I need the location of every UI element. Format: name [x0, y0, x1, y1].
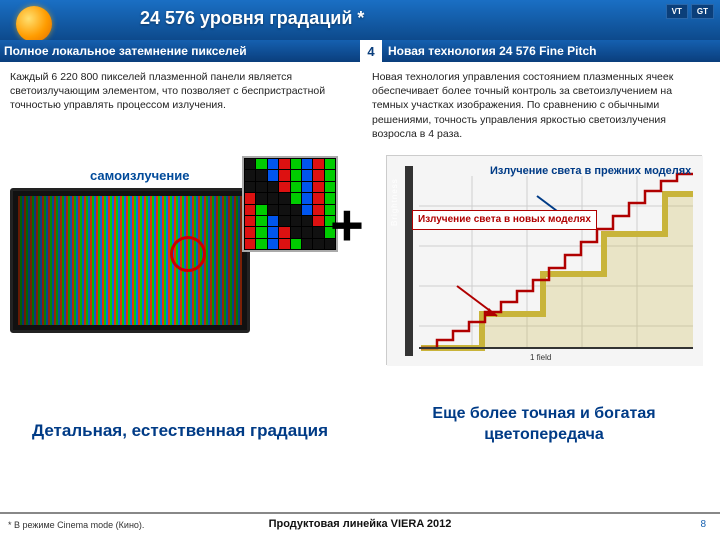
badge-vt: VT [666, 4, 688, 19]
section-right-text: Новая технология 24 576 Fine Pitch [388, 44, 596, 58]
logo-icon [16, 6, 52, 42]
body-text-right: Новая технология управления состоянием п… [372, 70, 710, 141]
slide-title: 24 576 уровня градаций * [140, 8, 364, 29]
brightness-chart [386, 155, 702, 365]
chart-x-axis: 1 field [530, 353, 551, 362]
section-left-text: Полное локальное затемнение пикселей [4, 44, 247, 58]
footer-divider [0, 512, 720, 514]
footer-text: Продуктовая линейка VIERA 2012 [0, 518, 720, 530]
tv-frame [10, 188, 250, 333]
zoom-circle-icon [170, 236, 206, 272]
body-text-left: Каждый 6 220 800 пикселей плазменной пан… [10, 70, 350, 113]
section-right-num: 4 [360, 40, 382, 62]
chart-label-prev: Излучение света в прежних моделях [490, 165, 691, 179]
chart-y-axis: Brightness [390, 178, 399, 226]
chart-label-new: Излучение света в новых моделях [412, 210, 597, 230]
pixel-zoom-grid [242, 156, 338, 252]
tv-illustration [10, 188, 250, 338]
conclusion-left: Детальная, естественная градация [30, 420, 330, 441]
model-badges: VT GT [666, 4, 714, 19]
tv-shade [18, 196, 242, 325]
section-heading-right: 4 Новая технология 24 576 Fine Pitch [360, 40, 720, 62]
section-heading-left: Полное локальное затемнение пикселей [0, 40, 360, 62]
page-number: 8 [700, 519, 706, 530]
chart-svg [387, 156, 703, 366]
conclusion-right: Еще более точная и богатая цветопередача [384, 404, 704, 446]
self-emission-label: самоизлучение [90, 168, 189, 183]
badge-gt: GT [691, 4, 714, 19]
